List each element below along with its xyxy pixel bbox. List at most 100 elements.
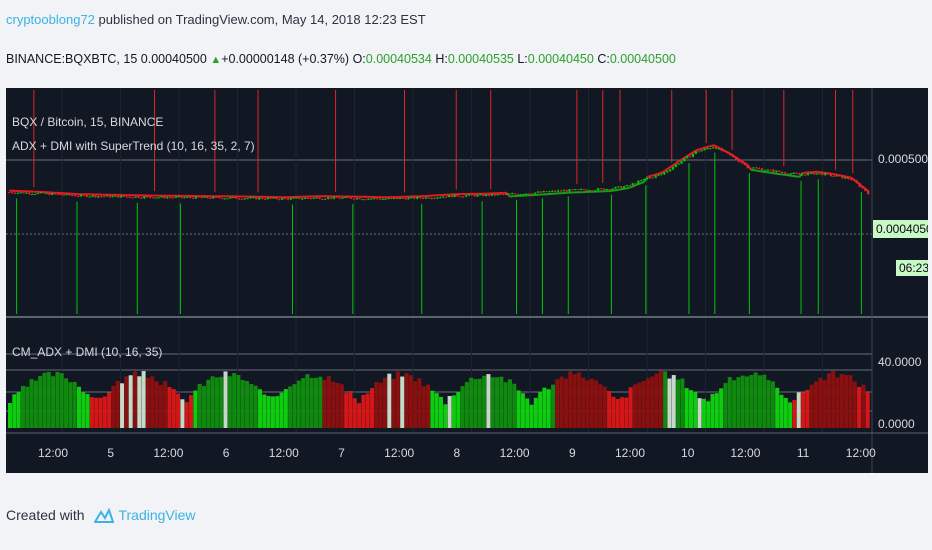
candle [579, 189, 583, 191]
tradingview-brand-link[interactable]: TradingView [118, 507, 196, 523]
adx-bar [197, 383, 202, 428]
candle [668, 169, 672, 172]
candle [154, 197, 157, 199]
candle [157, 197, 160, 199]
adx-bar [275, 396, 280, 428]
candle [835, 175, 838, 177]
adx-bar [326, 375, 331, 428]
adx-bar [279, 392, 284, 428]
adx-bar [581, 377, 586, 428]
candle [711, 147, 715, 149]
candle [387, 198, 390, 200]
adx-bar [68, 382, 73, 428]
candle [249, 197, 252, 199]
candle [401, 197, 404, 199]
adx-bar [180, 399, 185, 428]
candle [189, 196, 192, 198]
candle [553, 190, 557, 192]
adx-bar [94, 397, 99, 428]
adx-bar [495, 377, 500, 428]
candle [367, 198, 370, 200]
adx-bar [796, 392, 801, 428]
candle [499, 194, 502, 196]
candle [171, 197, 175, 199]
adx-pane-title: CM_ADX + DMI (10, 16, 35) [12, 345, 162, 359]
candle [416, 197, 419, 199]
candle [688, 156, 692, 158]
candle [283, 198, 287, 200]
open-label: O: [352, 52, 366, 66]
candle [163, 196, 166, 199]
x-tick-label: 5 [107, 446, 114, 460]
candle [25, 192, 28, 194]
adx-bar [171, 389, 176, 428]
adx-bar [779, 394, 784, 428]
candle [206, 196, 209, 198]
adx-bar [460, 386, 465, 428]
adx-bar [8, 403, 13, 428]
candle [303, 197, 307, 199]
adx-bar [309, 378, 314, 428]
adx-bar [413, 381, 418, 428]
candle [384, 198, 387, 200]
candle [68, 193, 71, 196]
adx-bar [344, 393, 349, 428]
adx-bar [745, 376, 750, 428]
adx-bar [710, 393, 715, 428]
candle [496, 194, 499, 196]
adx-bar [20, 385, 25, 428]
adx-bar [111, 385, 116, 428]
candle [214, 196, 218, 198]
adx-bar [857, 386, 862, 428]
adx-bar [507, 379, 512, 428]
candle [413, 197, 416, 199]
candle [574, 189, 577, 191]
supertrend-line [643, 176, 649, 183]
candle [507, 193, 511, 195]
adx-bar [822, 380, 827, 428]
candle [338, 197, 341, 199]
adx-bar [839, 373, 844, 428]
candle [407, 197, 410, 200]
candle [723, 151, 726, 153]
up-arrow-icon: ▲ [210, 54, 222, 66]
candle [568, 189, 571, 192]
candle [341, 197, 344, 199]
adx-bar [16, 392, 21, 428]
candle [30, 193, 34, 195]
candle [522, 194, 525, 196]
adx-bar [598, 384, 603, 428]
candle [255, 197, 258, 200]
high-label: H: [435, 52, 448, 66]
candle [594, 190, 597, 192]
candle [393, 198, 396, 200]
candle [464, 195, 468, 197]
tradingview-logo-icon[interactable] [94, 508, 115, 524]
adx-bar [210, 376, 215, 428]
adx-bar [585, 380, 590, 428]
candle [33, 193, 37, 195]
adx-bar [762, 374, 767, 428]
candle [760, 168, 764, 171]
candle [329, 197, 333, 199]
candle [490, 193, 493, 196]
candle [611, 188, 614, 190]
candle [200, 197, 203, 199]
candle [56, 194, 60, 196]
author-link[interactable]: cryptooblong72 [6, 12, 95, 27]
adx-bar [240, 380, 245, 428]
candle [332, 196, 335, 199]
adx-bar [29, 379, 34, 428]
adx-bar [486, 374, 491, 428]
chart-area[interactable]: BQX / Bitcoin, 15, BINANCE ADX + DMI wit… [6, 88, 928, 473]
candle [177, 196, 180, 198]
adx-bar [42, 372, 47, 428]
candle [824, 173, 827, 176]
candle [88, 196, 91, 198]
candle [530, 193, 534, 195]
candle [734, 156, 738, 160]
candle [59, 194, 62, 196]
adx-bar [120, 383, 125, 428]
adx-bar [499, 376, 504, 428]
candle [798, 173, 801, 175]
